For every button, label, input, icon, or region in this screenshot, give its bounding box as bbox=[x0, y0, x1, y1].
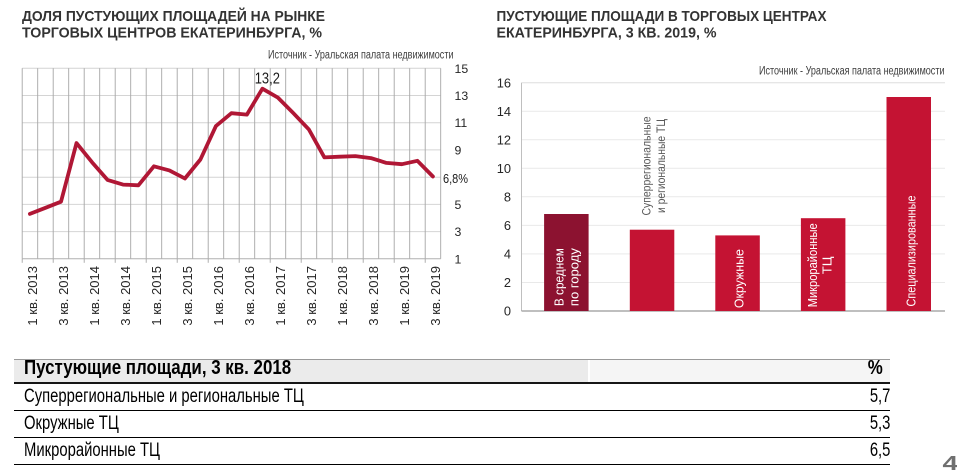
svg-text:ЕКАТЕРИНБУРГА, 3 КВ. 2019, %: ЕКАТЕРИНБУРГА, 3 КВ. 2019, % bbox=[497, 25, 717, 42]
svg-text:6,8%: 6,8% bbox=[443, 171, 468, 186]
svg-text:1 кв. 2016: 1 кв. 2016 bbox=[211, 266, 226, 326]
svg-text:4: 4 bbox=[504, 247, 511, 262]
svg-text:12: 12 bbox=[497, 132, 511, 147]
svg-text:5: 5 bbox=[455, 198, 462, 212]
svg-text:Суперрегиональные: Суперрегиональные bbox=[639, 116, 653, 215]
svg-text:14: 14 bbox=[497, 104, 511, 119]
svg-text:3 кв. 2015: 3 кв. 2015 bbox=[180, 266, 195, 326]
svg-text:Источник - Уральская палата н: Источник - Уральская палата недвижимости bbox=[759, 66, 945, 78]
svg-text:3: 3 bbox=[455, 225, 462, 239]
svg-text:13,2: 13,2 bbox=[255, 71, 280, 88]
svg-text:13: 13 bbox=[455, 89, 469, 103]
svg-text:1 кв. 2017: 1 кв. 2017 bbox=[273, 266, 288, 326]
svg-text:1: 1 bbox=[455, 252, 462, 266]
svg-text:3 кв. 2013: 3 кв. 2013 bbox=[56, 266, 71, 326]
svg-text:3 кв. 2014: 3 кв. 2014 bbox=[118, 266, 133, 326]
svg-text:1 кв. 2018: 1 кв. 2018 bbox=[335, 266, 350, 326]
svg-text:2: 2 bbox=[504, 275, 511, 290]
svg-text:1 кв. 2013: 1 кв. 2013 bbox=[25, 266, 40, 326]
svg-text:ДОЛЯ ПУСТУЮЩИХ ПЛОЩАДЕЙ НА РЫН: ДОЛЯ ПУСТУЮЩИХ ПЛОЩАДЕЙ НА РЫНКЕ bbox=[22, 7, 325, 25]
svg-text:Специализированные: Специализированные bbox=[904, 195, 918, 306]
svg-text:по городу: по городу bbox=[568, 247, 582, 306]
svg-text:1 кв. 2015: 1 кв. 2015 bbox=[149, 266, 164, 326]
svg-text:3 кв. 2018: 3 кв. 2018 bbox=[366, 266, 381, 326]
svg-text:0: 0 bbox=[504, 304, 511, 319]
svg-text:6: 6 bbox=[504, 218, 511, 233]
svg-text:16: 16 bbox=[497, 75, 511, 90]
svg-text:В среднем: В среднем bbox=[553, 248, 567, 306]
svg-text:3 кв. 2016: 3 кв. 2016 bbox=[242, 266, 257, 326]
svg-text:Источник - Уральская палата н: Источник - Уральская палата недвижимости bbox=[268, 50, 454, 62]
svg-text:Микрорайонные: Микрорайонные bbox=[806, 223, 820, 307]
svg-text:и региональные ТЦ: и региональные ТЦ bbox=[654, 119, 668, 213]
svg-text:3 кв. 2017: 3 кв. 2017 bbox=[304, 266, 319, 326]
svg-text:9: 9 bbox=[455, 143, 462, 157]
svg-text:Окружные: Окружные bbox=[732, 249, 746, 308]
svg-text:ТЦ: ТЦ bbox=[821, 256, 835, 274]
svg-text:ТОРГОВЫХ ЦЕНТРОВ ЕКАТЕРИНБУРГА: ТОРГОВЫХ ЦЕНТРОВ ЕКАТЕРИНБУРГА, % bbox=[22, 25, 322, 42]
svg-text:11: 11 bbox=[455, 116, 468, 130]
svg-text:10: 10 bbox=[497, 161, 511, 176]
svg-text:8: 8 bbox=[504, 189, 511, 204]
svg-text:ПУСТУЮЩИЕ ПЛОЩАДИ В ТОРГОВЫХ Ц: ПУСТУЮЩИЕ ПЛОЩАДИ В ТОРГОВЫХ ЦЕНТРАХ bbox=[497, 8, 827, 25]
svg-text:3 кв. 2019: 3 кв. 2019 bbox=[428, 266, 443, 326]
svg-text:15: 15 bbox=[455, 62, 469, 76]
svg-text:1 кв. 2019: 1 кв. 2019 bbox=[397, 266, 412, 326]
svg-text:1 кв. 2014: 1 кв. 2014 bbox=[87, 266, 102, 326]
